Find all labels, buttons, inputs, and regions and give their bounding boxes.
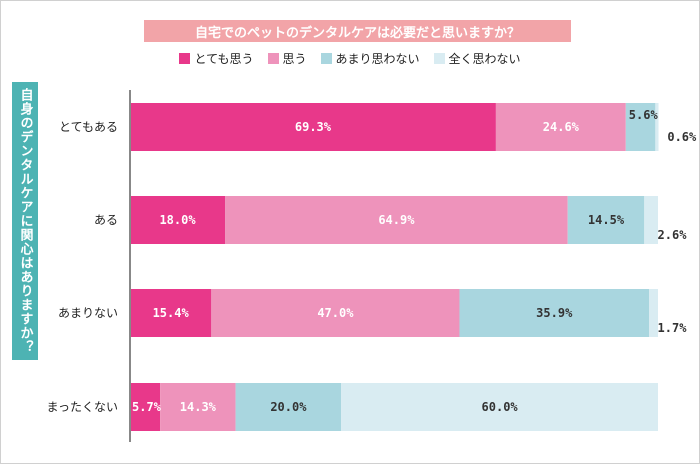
bar-segment (130, 289, 212, 337)
side-axis-label: 自身のデンタルケアに関心はありますか？ (12, 82, 38, 360)
data-label: 1.7% (658, 321, 688, 335)
bar-segment (625, 103, 656, 151)
bar-segment (235, 383, 342, 431)
legend-item-2: 思う (267, 50, 307, 67)
bar-segment (655, 103, 659, 151)
legend-item-1: とても思う (179, 50, 254, 67)
legend-label-2: 思う (282, 51, 307, 66)
bar-segment (225, 196, 568, 244)
legend-label-1: とても思う (194, 51, 254, 66)
legend-swatch-1 (179, 52, 191, 64)
data-label: 60.0% (482, 400, 519, 414)
legend-swatch-4 (433, 52, 445, 64)
bar-segment (130, 196, 226, 244)
data-label: 18.0% (159, 213, 196, 227)
category-label: まったくない (46, 400, 118, 414)
legend-swatch-2 (267, 52, 279, 64)
side-axis-label-text: 自身のデンタルケアに関心はありますか？ (17, 88, 33, 354)
data-label: 35.9% (536, 306, 573, 320)
legend-swatch-3 (320, 52, 332, 64)
data-label: 15.4% (153, 306, 190, 320)
bar-segment (341, 383, 658, 431)
bar-segment (130, 383, 161, 431)
bar-segment (459, 289, 650, 337)
data-label: 14.3% (180, 400, 217, 414)
legend: とても思う 思う あまり思わない 全く思わない (0, 50, 700, 66)
bar-segment (130, 103, 496, 151)
data-label: 47.0% (317, 306, 354, 320)
data-label: 20.0% (270, 400, 307, 414)
legend-label-4: 全く思わない (448, 51, 521, 66)
chart-title: 自宅でのペットのデンタルケアは必要だと思いますか？ (144, 20, 571, 42)
bar-segment (644, 196, 658, 244)
data-label: 0.6% (667, 130, 697, 144)
bar-segment (495, 103, 626, 151)
legend-item-3: あまり思わない (320, 50, 420, 67)
category-label: ある (94, 213, 118, 227)
category-label: あまりない (58, 306, 118, 320)
data-label: 69.3% (295, 120, 332, 134)
data-label: 24.6% (543, 120, 580, 134)
bar-segment (160, 383, 236, 431)
data-label: 5.6% (629, 108, 659, 122)
data-label: 64.9% (378, 213, 415, 227)
data-label: 5.7% (132, 400, 162, 414)
bar-segment (211, 289, 460, 337)
bar-segment (567, 196, 645, 244)
legend-label-3: あまり思わない (335, 51, 420, 66)
data-label: 2.6% (658, 228, 688, 242)
bar-segment (649, 289, 658, 337)
category-label: とてもある (59, 120, 118, 134)
data-label: 14.5% (588, 213, 625, 227)
legend-item-4: 全く思わない (433, 50, 521, 67)
